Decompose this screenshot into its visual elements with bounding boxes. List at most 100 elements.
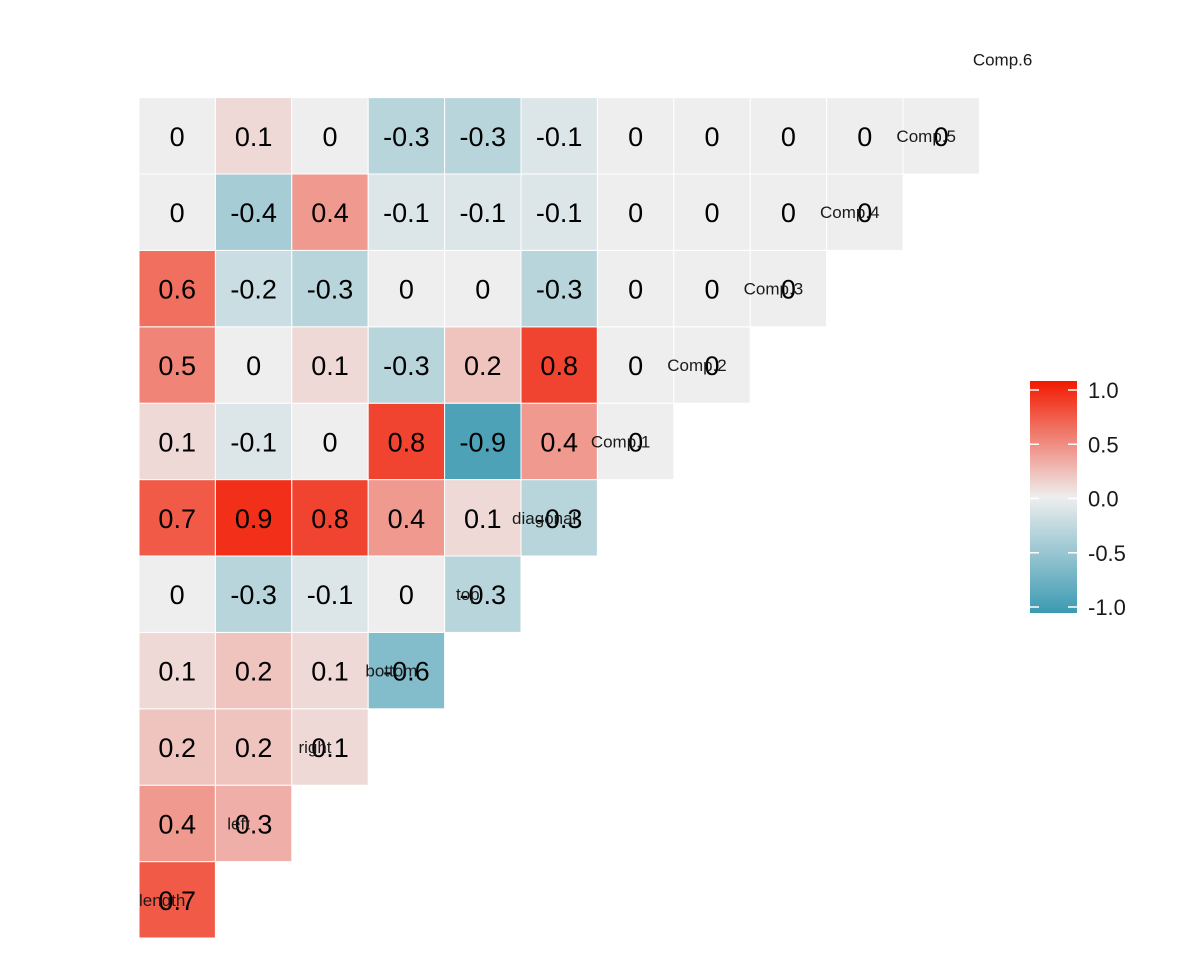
- variable-label-right: right: [298, 738, 331, 757]
- heatmap-cell: [214, 479, 293, 557]
- legend-tick-label: -0.5: [1088, 541, 1126, 566]
- cell-value-label: 0: [322, 427, 337, 457]
- heatmap-cell: [291, 555, 369, 633]
- heatmap-cell: [367, 631, 446, 710]
- heatmap-cell: [291, 173, 369, 251]
- cell-value-label: 0.4: [388, 504, 426, 534]
- cell-value-label: 0.4: [540, 427, 578, 457]
- cell-value-label: -0.1: [536, 198, 583, 228]
- variable-labels: length left right bottom top diagonal Comp.1 Co…: [139, 50, 1032, 909]
- cell-value-label: 0: [704, 198, 719, 228]
- heatmap-cell: [520, 402, 598, 481]
- cell-value-label: 0.7: [158, 504, 196, 534]
- cell-value-label: 0.4: [158, 809, 196, 839]
- heatmap-cell: [138, 173, 216, 251]
- cell-value-label: 0.2: [235, 657, 273, 687]
- cell-value-label: 0.1: [158, 427, 196, 457]
- cell-value-label: -0.4: [230, 198, 277, 228]
- cell-value-label: 0: [628, 122, 643, 152]
- cell-value-label: -0.3: [383, 122, 430, 152]
- cell-value-label: 0.2: [158, 733, 196, 763]
- heatmap-cell: [291, 479, 369, 557]
- heatmap-cell: [138, 249, 216, 328]
- cell-value-label: -0.3: [230, 580, 277, 610]
- cell-value-label: 0: [781, 122, 796, 152]
- heatmap-cells: 0.7 0.4 0.3 0.2 0.2 0.1 0.1 0.2 0.1 -0.6 0 -0.3 -0.1…: [138, 97, 980, 939]
- heatmap-cell: [214, 249, 293, 328]
- heatmap-cell: [520, 97, 598, 175]
- cell-value-label: 0: [170, 580, 185, 610]
- heatmap-cell: [596, 173, 675, 251]
- heatmap-cell: [214, 555, 293, 633]
- heatmap-cell: [444, 249, 522, 328]
- cell-value-label: 0.5: [158, 351, 196, 381]
- cell-value-label: 0: [781, 198, 796, 228]
- heatmap-cell: [214, 173, 293, 251]
- heatmap-cell: [596, 326, 675, 404]
- legend-tick-label: -1.0: [1088, 595, 1126, 620]
- heatmap-cell: [520, 326, 598, 404]
- heatmap-cell: [826, 173, 904, 251]
- cell-value-label: 0: [934, 122, 949, 152]
- heatmap-cell: [214, 326, 293, 404]
- cell-value-label: -0.3: [536, 504, 583, 534]
- heatmap-cell: [138, 97, 216, 175]
- variable-label-comp-6: Comp.6: [973, 50, 1033, 69]
- cell-value-label: 0: [857, 198, 872, 228]
- heatmap-cell: [367, 479, 446, 557]
- cell-value-label: 0: [704, 122, 719, 152]
- color-legend: 1.0 0.5 0.0 -0.5 -1.0: [1030, 378, 1126, 620]
- heatmap-cell: [291, 402, 369, 481]
- heatmap-cell: [214, 402, 293, 481]
- cell-value-label: 0: [857, 122, 872, 152]
- cell-value-label: -0.6: [383, 657, 430, 687]
- legend-tick-label: 0.5: [1088, 432, 1119, 457]
- heatmap-cell: [902, 97, 980, 175]
- cell-value-label: 0.8: [311, 504, 349, 534]
- cell-value-label: 0: [399, 580, 414, 610]
- heatmap-cell: [138, 708, 216, 786]
- cell-value-label: -0.1: [460, 198, 507, 228]
- heatmap-cell: [138, 631, 216, 710]
- heatmap-cell: [367, 555, 446, 633]
- cell-value-label: 0: [170, 198, 185, 228]
- cell-value-label: 0.3: [235, 809, 273, 839]
- heatmap-cell: [138, 479, 216, 557]
- variable-label-comp-4: Comp.4: [820, 203, 880, 222]
- heatmap-cell: [444, 97, 522, 175]
- heatmap-cell: [367, 97, 446, 175]
- cell-value-label: 0.6: [158, 275, 196, 305]
- variable-label-diagonal: diagonal: [512, 509, 576, 528]
- cell-value-label: 0: [628, 427, 643, 457]
- cell-value-label: 0: [246, 351, 261, 381]
- cell-value-label: 0.4: [311, 198, 349, 228]
- cell-value-label: 0.1: [311, 733, 349, 763]
- cell-value-label: -0.3: [307, 275, 354, 305]
- heatmap-cell: [214, 708, 293, 786]
- heatmap-cell: [291, 708, 369, 786]
- cell-value-label: 0: [170, 122, 185, 152]
- heatmap-cell: [291, 631, 369, 710]
- variable-label-left: left: [227, 814, 250, 833]
- legend-color-bar: [1030, 381, 1077, 613]
- cell-value-label: 0: [704, 351, 719, 381]
- cell-value-label: -0.3: [460, 122, 507, 152]
- heatmap-cell: [367, 249, 446, 328]
- cell-value-label: 0.1: [464, 504, 502, 534]
- heatmap-cell: [444, 326, 522, 404]
- cell-value-label: -0.1: [536, 122, 583, 152]
- heatmap-cell: [444, 402, 522, 481]
- cell-value-label: 0: [322, 122, 337, 152]
- cell-value-label: 0: [628, 198, 643, 228]
- cell-value-label: -0.1: [383, 198, 430, 228]
- cell-value-label: -0.2: [230, 275, 277, 305]
- cell-value-label: -0.3: [536, 275, 583, 305]
- heatmap-cell: [749, 249, 828, 328]
- heatmap-cell: [673, 326, 751, 404]
- variable-label-bottom: bottom: [365, 662, 417, 681]
- cell-value-label: 0.8: [388, 427, 426, 457]
- legend-tick-label: 1.0: [1088, 378, 1119, 403]
- variable-label-comp-3: Comp.3: [744, 280, 804, 299]
- heatmap-cell: [138, 326, 216, 404]
